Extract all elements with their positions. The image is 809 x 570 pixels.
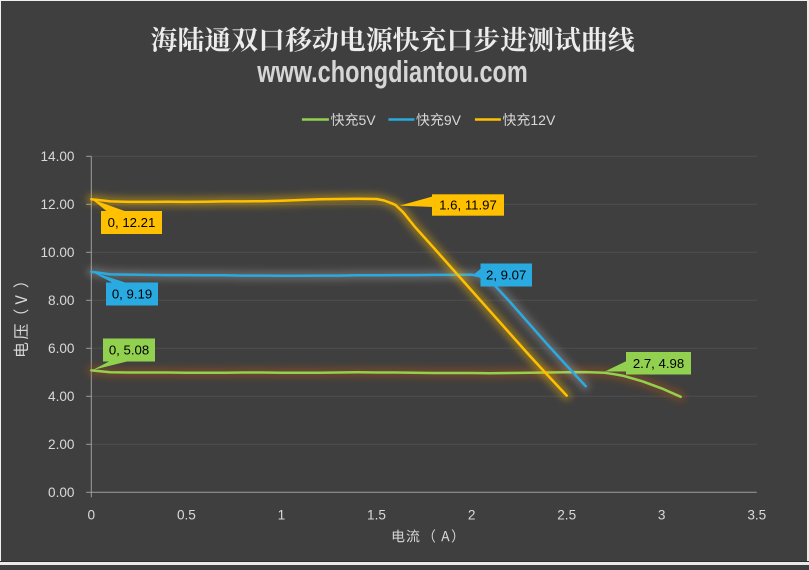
svg-text:2.5: 2.5	[557, 508, 576, 523]
svg-text:1.6, 11.97: 1.6, 11.97	[439, 198, 497, 213]
svg-text:0, 5.08: 0, 5.08	[109, 343, 149, 358]
svg-text:5V: 5V	[359, 112, 377, 128]
svg-text:10.00: 10.00	[40, 245, 74, 260]
svg-text:0: 0	[88, 508, 96, 523]
svg-text:0.5: 0.5	[177, 508, 196, 523]
svg-text:0, 12.21: 0, 12.21	[108, 215, 156, 230]
svg-text:8.00: 8.00	[48, 293, 75, 308]
svg-text:www.chongdiantou.com: www.chongdiantou.com	[256, 54, 527, 89]
svg-text:0.00: 0.00	[48, 485, 75, 500]
svg-text:9V: 9V	[444, 112, 462, 128]
svg-text:1.5: 1.5	[367, 508, 386, 523]
svg-text:1: 1	[278, 508, 286, 523]
svg-text:0, 9.19: 0, 9.19	[112, 287, 152, 302]
svg-text:4.00: 4.00	[48, 389, 75, 404]
svg-text:14.00: 14.00	[40, 149, 74, 164]
svg-text:2.00: 2.00	[48, 437, 75, 452]
svg-text:2.7, 4.98: 2.7, 4.98	[633, 356, 684, 371]
svg-text:3: 3	[658, 508, 666, 523]
svg-text:2: 2	[468, 508, 476, 523]
svg-text:12V: 12V	[530, 112, 556, 128]
svg-text:3.5: 3.5	[747, 508, 766, 523]
svg-text:12.00: 12.00	[40, 197, 74, 212]
svg-text:6.00: 6.00	[48, 341, 75, 356]
svg-text:2, 9.07: 2, 9.07	[486, 268, 526, 283]
